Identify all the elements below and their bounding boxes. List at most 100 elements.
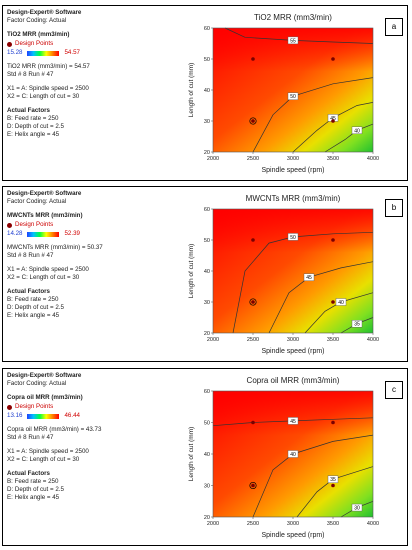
y-tick-label: 40 xyxy=(204,269,210,275)
contour-label: 30 xyxy=(354,506,360,512)
contour-line-40 xyxy=(324,123,374,153)
contour-label: 40 xyxy=(290,452,296,458)
design-point xyxy=(331,483,335,488)
x-tick-label: 4000 xyxy=(367,521,379,527)
response-name: Copra oil MRR (mm3/min) xyxy=(7,394,83,401)
design-points-legend: Design Points xyxy=(7,40,177,48)
y-tick-label: 30 xyxy=(204,484,210,490)
factor-helix-angle: E: Helix angle = 45 xyxy=(7,131,60,138)
factor-coding: Factor Coding: Actual xyxy=(7,198,67,205)
design-point xyxy=(331,300,335,304)
range-low: 13.16 xyxy=(7,412,23,419)
info-block: Design-Expert® Software Factor Coding: A… xyxy=(7,9,177,139)
contour-plot: TiO2 MRR (mm3/min) 55 50 45 40 2000 2500 3000 35… xyxy=(188,13,379,174)
contour-label: 50 xyxy=(290,235,296,241)
design-point xyxy=(251,483,255,488)
point-value: TiO2 MRR (mm3/min) = 54.57 xyxy=(7,63,90,70)
info-block: Design-Expert® Software Factor Coding: A… xyxy=(7,372,177,502)
x-tick-label: 3000 xyxy=(287,521,299,527)
response-name: MWCNTs MRR (mm3/min) xyxy=(7,212,83,219)
design-points-label: Design Points xyxy=(15,40,54,47)
design-point-icon xyxy=(7,41,12,47)
y-tick-label: 20 xyxy=(204,150,210,156)
color-scale: 14.28 52.39 xyxy=(7,230,177,238)
y-tick-label: 20 xyxy=(204,331,210,337)
x-tick-label: 3500 xyxy=(327,337,339,343)
y-axis-label: Length of cut (mm) xyxy=(188,427,195,482)
range-low: 15.28 xyxy=(7,49,23,56)
design-point xyxy=(251,57,255,61)
color-gradient-bar xyxy=(27,413,60,419)
y-tick-label: 30 xyxy=(204,119,210,125)
factor-depth-of-cut: D: Depth of cut = 2.5 xyxy=(7,304,64,311)
y-tick-label: 50 xyxy=(204,421,210,427)
factor-feed-rate: B: Feed rate = 250 xyxy=(7,296,59,303)
contour-label: 35 xyxy=(354,322,360,328)
y-tick-label: 60 xyxy=(204,26,210,32)
x-tick-label: 2500 xyxy=(247,337,259,343)
y-tick-label: 60 xyxy=(204,389,210,395)
factor-helix-angle: E: Helix angle = 45 xyxy=(7,494,60,501)
x1-factor: X1 = A: Spindle speed = 2500 xyxy=(7,266,89,273)
contour-label: 40 xyxy=(338,300,344,306)
x1-factor: X1 = A: Spindle speed = 2500 xyxy=(7,85,89,92)
x-tick-label: 2000 xyxy=(207,521,219,527)
color-gradient-bar xyxy=(27,231,60,237)
design-point xyxy=(251,238,255,242)
y-axis-label: Length of cut (mm) xyxy=(188,63,195,118)
range-high: 46.44 xyxy=(64,412,80,419)
x-tick-label: 3500 xyxy=(327,521,339,527)
range-high: 54.57 xyxy=(64,49,80,56)
factor-depth-of-cut: D: Depth of cut = 2.5 xyxy=(7,123,64,130)
y-axis-label: Length of cut (mm) xyxy=(188,244,195,299)
x-tick-label: 3000 xyxy=(287,156,299,162)
color-scale: 15.28 54.57 xyxy=(7,49,177,57)
actual-factors-title: Actual Factors xyxy=(7,288,50,295)
x2-factor: X2 = C: Length of cut = 30 xyxy=(7,93,80,100)
x-axis-label: Spindle speed (rpm) xyxy=(261,532,324,539)
response-name: TiO2 MRR (mm3/min) xyxy=(7,31,70,38)
factor-feed-rate: B: Feed rate = 250 xyxy=(7,478,59,485)
x-tick-label: 2500 xyxy=(247,156,259,162)
x-tick-label: 2000 xyxy=(207,337,219,343)
panel-badge: c xyxy=(385,381,403,399)
info-block: Design-Expert® Software Factor Coding: A… xyxy=(7,190,177,320)
y-tick-label: 50 xyxy=(204,57,210,63)
contour-label: 45 xyxy=(306,275,312,281)
design-point-icon xyxy=(7,404,12,410)
software-name: Design-Expert® Software xyxy=(7,9,82,16)
contour-label: 50 xyxy=(290,94,296,100)
factor-coding: Factor Coding: Actual xyxy=(7,17,67,24)
x2-factor: X2 = C: Length of cut = 30 xyxy=(7,456,80,463)
contour-line-35 xyxy=(296,466,374,518)
design-points-legend: Design Points xyxy=(7,403,177,411)
design-point xyxy=(331,119,335,123)
software-name: Design-Expert® Software xyxy=(7,190,82,197)
color-gradient-bar xyxy=(27,50,60,56)
range-low: 14.28 xyxy=(7,230,23,237)
color-scale: 13.16 46.44 xyxy=(7,412,177,420)
contour-panel-b: Design-Expert® Software Factor Coding: A… xyxy=(2,186,408,362)
panel-badge: b xyxy=(385,199,403,217)
panel-badge: a xyxy=(385,18,403,36)
factor-coding: Factor Coding: Actual xyxy=(7,380,67,387)
factor-feed-rate: B: Feed rate = 250 xyxy=(7,115,59,122)
contour-line-50 xyxy=(232,231,374,334)
y-tick-label: 40 xyxy=(204,452,210,458)
contour-label: 45 xyxy=(330,116,336,122)
design-point xyxy=(251,119,255,123)
design-points-legend: Design Points xyxy=(7,221,177,229)
chart-title: Copra oil MRR (mm3/min) xyxy=(247,376,340,385)
x-tick-label: 2000 xyxy=(207,156,219,162)
design-point xyxy=(331,57,335,61)
contour-panel-c: Design-Expert® Software Factor Coding: A… xyxy=(2,368,408,546)
contour-label: 35 xyxy=(330,477,336,483)
design-point xyxy=(251,300,255,304)
x-tick-label: 4000 xyxy=(367,156,379,162)
chart-title: TiO2 MRR (mm3/min) xyxy=(254,13,332,22)
point-value: Copra oil MRR (mm3/min) = 43.73 xyxy=(7,426,102,433)
actual-factors-title: Actual Factors xyxy=(7,470,50,477)
contour-label: 40 xyxy=(354,128,360,134)
point-value: MWCNTs MRR (mm3/min) = 50.37 xyxy=(7,244,103,251)
contour-label: 55 xyxy=(290,38,296,44)
